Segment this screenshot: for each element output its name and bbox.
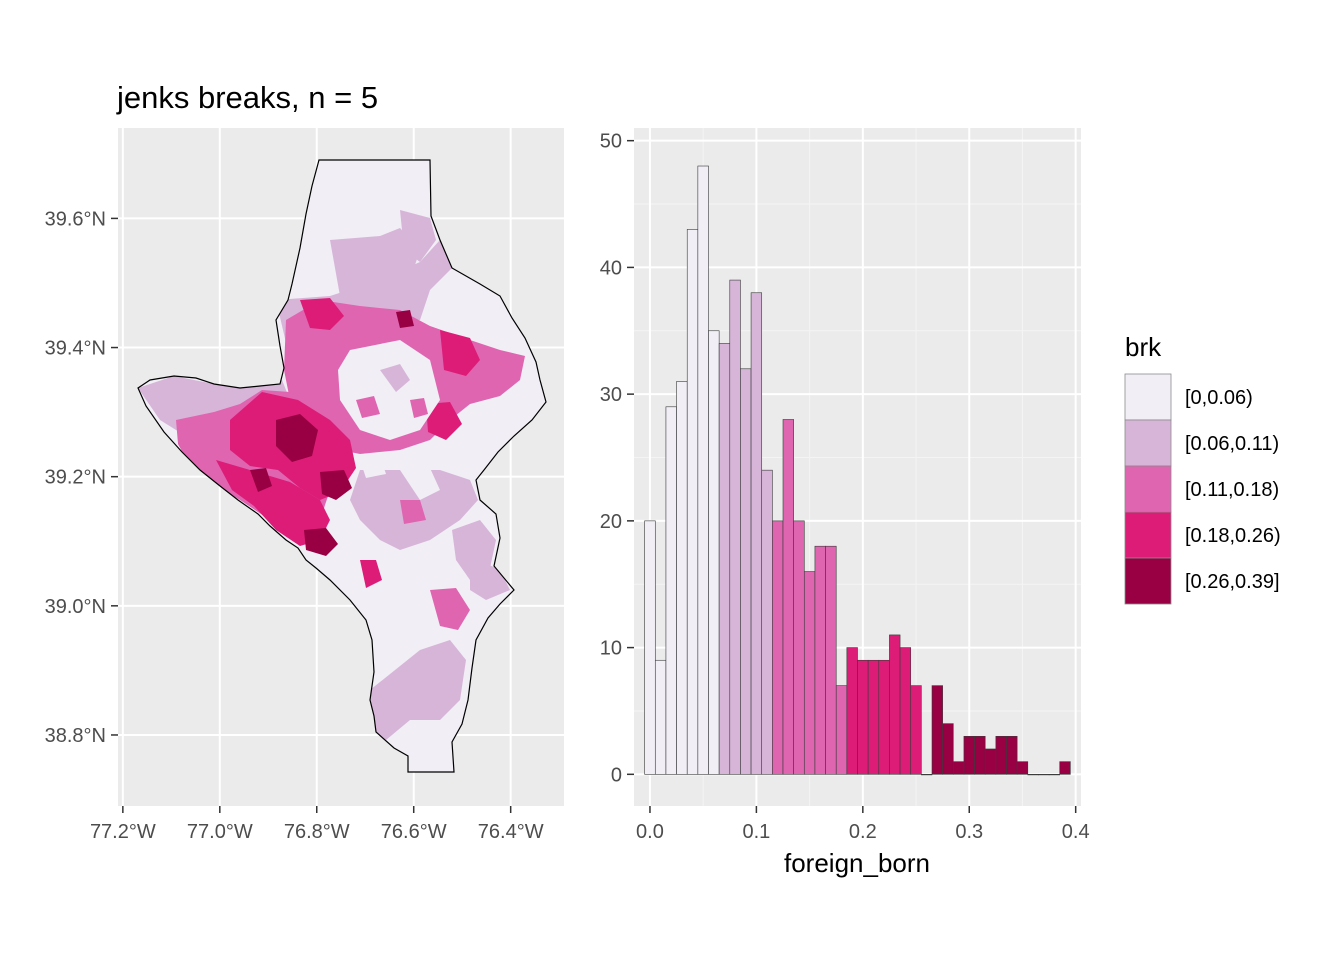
legend-key-swatch bbox=[1124, 465, 1172, 513]
histogram-bar bbox=[803, 571, 816, 775]
histogram-bar bbox=[676, 381, 688, 775]
histogram-bar bbox=[921, 774, 933, 776]
histogram-bar bbox=[750, 292, 763, 775]
histogram-bar bbox=[952, 761, 965, 775]
histogram-bar bbox=[665, 406, 677, 775]
legend-key-label: [0.18,0.26) bbox=[1185, 525, 1281, 547]
map-axes: 77.2°W 77.0°W 76.8°W 76.6°W 76.4°W 38.8°N 39.0… bbox=[45, 208, 544, 843]
histogram-bar bbox=[857, 659, 869, 775]
histogram-bar bbox=[740, 368, 752, 775]
histogram-bar bbox=[995, 735, 1007, 775]
legend: brk [0,0.06) [0.06,0.11) [0.11,0.18) [0.18,… bbox=[1124, 332, 1281, 605]
histogram-bar bbox=[782, 419, 794, 775]
histogram-bar bbox=[889, 634, 901, 775]
histogram-bar bbox=[910, 685, 922, 775]
hist-y-tick-label: 10 bbox=[600, 638, 622, 660]
histogram-bar bbox=[931, 685, 943, 775]
histogram-bar bbox=[644, 520, 656, 775]
histogram-bar bbox=[697, 165, 709, 775]
histogram-bar bbox=[814, 545, 826, 775]
hist-x-tick-label: 0.4 bbox=[1062, 821, 1090, 843]
histogram-bar bbox=[1048, 774, 1061, 776]
map-x-tick-label: 77.0°W bbox=[187, 821, 253, 843]
histogram-bar bbox=[846, 647, 858, 775]
histogram-bar bbox=[1059, 761, 1071, 775]
legend-key-swatch bbox=[1124, 511, 1172, 559]
legend-key-label: [0.11,0.18) bbox=[1185, 479, 1279, 501]
legend-key-label: [0,0.06) bbox=[1185, 387, 1253, 409]
hist-y-tick-label: 50 bbox=[600, 131, 622, 153]
hist-x-tick-label: 0.1 bbox=[742, 821, 770, 843]
histogram-bar bbox=[899, 647, 912, 775]
histogram-bar bbox=[1027, 774, 1039, 776]
legend-key-label: [0.26,0.39] bbox=[1185, 571, 1280, 593]
histogram-bar bbox=[878, 659, 890, 775]
histogram-bar bbox=[963, 735, 975, 775]
map-y-tick-label: 39.2°N bbox=[45, 467, 106, 489]
legend-key-swatch bbox=[1124, 419, 1172, 467]
map-y-tick-label: 39.4°N bbox=[45, 338, 106, 360]
hist-y-tick-label: 40 bbox=[600, 257, 622, 279]
histogram-bar bbox=[686, 229, 699, 775]
map-x-tick-label: 76.8°W bbox=[284, 821, 350, 843]
legend-key-label: [0.06,0.11) bbox=[1185, 433, 1279, 455]
hist-y-tick-label: 0 bbox=[611, 764, 622, 786]
histogram-bar bbox=[654, 659, 667, 775]
histogram-bars bbox=[644, 165, 1071, 776]
hist-y-tick-label: 30 bbox=[600, 384, 622, 406]
histogram-bar bbox=[729, 279, 741, 775]
hist-y-tick-label: 20 bbox=[600, 511, 622, 533]
hist-x-tick-label: 0.0 bbox=[636, 821, 664, 843]
histogram-bar bbox=[1006, 735, 1018, 775]
chart-title: jenks breaks, n = 5 bbox=[116, 80, 378, 115]
legend-title: brk bbox=[1125, 332, 1162, 362]
histogram-panel: 0.0 0.1 0.2 0.3 0.4 0 10 20 30 40 50 foreign_born bbox=[600, 128, 1090, 878]
histogram-bar bbox=[772, 520, 784, 775]
map-y-tick-label: 38.8°N bbox=[45, 725, 106, 747]
map-x-tick-label: 76.4°W bbox=[478, 821, 544, 843]
histogram-bar bbox=[718, 343, 731, 775]
histogram-axes: 0.0 0.1 0.2 0.3 0.4 0 10 20 30 40 50 bbox=[600, 131, 1090, 843]
histogram-bar bbox=[825, 545, 837, 775]
histogram-bar bbox=[1016, 761, 1029, 775]
map-y-tick-label: 39.0°N bbox=[45, 596, 106, 618]
legend-key-swatch bbox=[1124, 373, 1172, 421]
hist-x-tick-label: 0.3 bbox=[955, 821, 983, 843]
legend-keys: [0,0.06) [0.06,0.11) [0.11,0.18) [0.18,0.26… bbox=[1124, 373, 1281, 605]
map-panel: 77.2°W 77.0°W 76.8°W 76.6°W 76.4°W 38.8°N 39.0… bbox=[45, 128, 564, 843]
histogram-bar bbox=[761, 469, 773, 775]
map-y-tick-label: 39.6°N bbox=[45, 208, 106, 230]
histogram-bar bbox=[974, 735, 986, 775]
histogram-bar bbox=[942, 723, 954, 775]
map-x-tick-label: 76.6°W bbox=[381, 821, 447, 843]
hist-x-tick-label: 0.2 bbox=[849, 821, 877, 843]
legend-key-swatch bbox=[1124, 557, 1172, 605]
x-axis-title: foreign_born bbox=[784, 848, 930, 878]
histogram-bar bbox=[1038, 774, 1050, 776]
county-boundary bbox=[137, 159, 547, 773]
histogram-bar bbox=[867, 659, 880, 775]
histogram-bar bbox=[793, 520, 805, 775]
histogram-bar bbox=[835, 685, 848, 775]
map-x-tick-label: 77.2°W bbox=[90, 821, 156, 843]
histogram-bar bbox=[984, 748, 997, 775]
histogram-bar bbox=[708, 330, 720, 775]
